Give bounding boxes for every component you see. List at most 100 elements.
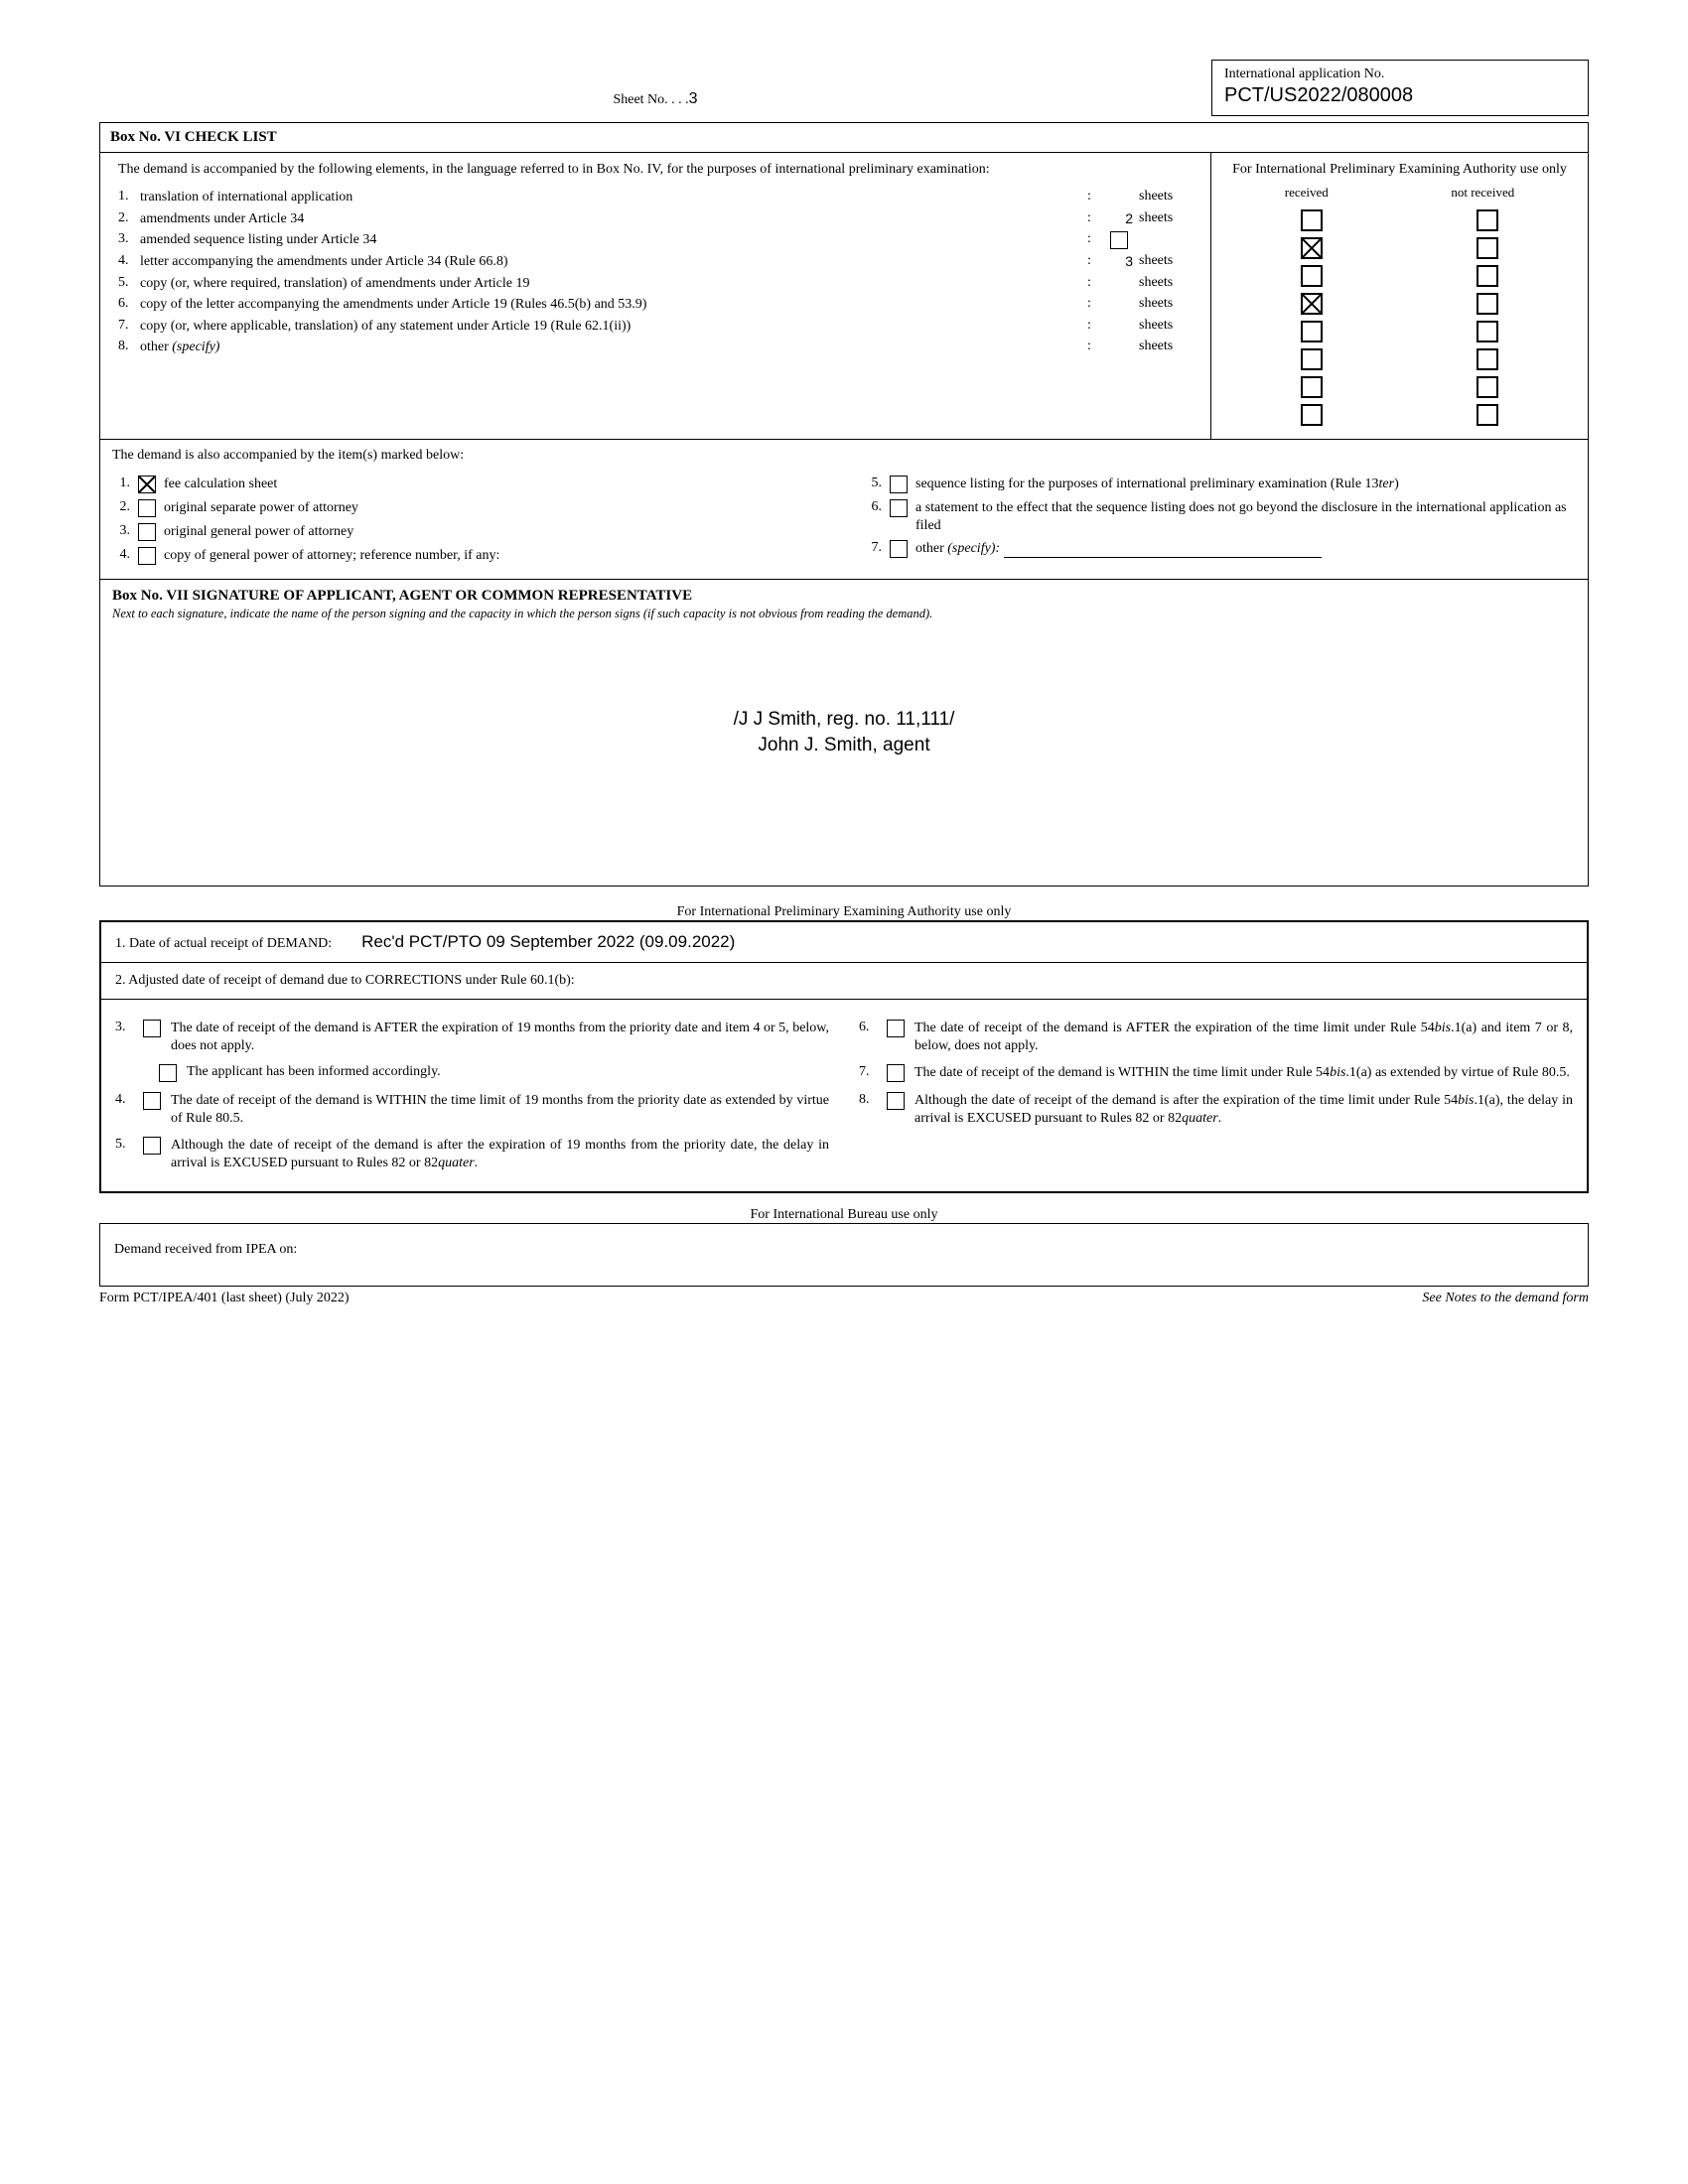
checkbox-icon[interactable]	[1301, 237, 1323, 259]
checklist-row: 6. copy of the letter accompanying the a…	[118, 296, 1198, 314]
col-received: received	[1285, 185, 1329, 201]
top-row: Sheet No. . . .3 International applicati…	[99, 60, 1589, 116]
checkbox-icon[interactable]	[887, 1092, 905, 1110]
main-form-box: Box No. VI CHECK LIST The demand is acco…	[99, 122, 1589, 887]
footer-right: See Notes to the demand form	[1422, 1291, 1589, 1306]
box-vii-header: Box No. VII SIGNATURE OF APPLICANT, AGEN…	[100, 580, 1588, 607]
checkbox-icon[interactable]	[1301, 209, 1323, 231]
item-text: The date of receipt of the demand is AFT…	[914, 1020, 1573, 1054]
checkbox-icon[interactable]	[1301, 265, 1323, 287]
item-text: original general power of attorney	[164, 523, 824, 541]
box-vi-header: Box No. VI CHECK LIST	[100, 123, 1588, 153]
item-text: The date of receipt of the demand is WIT…	[171, 1092, 829, 1127]
checkbox-icon[interactable]	[1301, 293, 1323, 315]
checkbox-icon[interactable]	[887, 1064, 905, 1082]
recv-row	[1223, 206, 1576, 234]
checkbox-icon[interactable]	[138, 547, 156, 565]
also-intro: The demand is also accompanied by the it…	[112, 448, 1576, 464]
ipea-box: 1. Date of actual receipt of DEMAND: Rec…	[99, 920, 1589, 1193]
checkbox-icon[interactable]	[1477, 321, 1498, 342]
sheet-value: 3	[689, 90, 698, 107]
box-vii-title: Box No. VII SIGNATURE OF APPLICANT, AGEN…	[112, 588, 692, 604]
ipea-row-1: 1. Date of actual receipt of DEMAND: Rec…	[101, 922, 1587, 963]
checkbox-icon[interactable]	[143, 1020, 161, 1037]
ipea-row1-label: 1. Date of actual receipt of DEMAND:	[115, 936, 332, 952]
box-vi-body: The demand is accompanied by the followi…	[100, 153, 1588, 440]
ipea-item: 6. The date of receipt of the demand is …	[859, 1020, 1573, 1054]
checkbox-icon[interactable]	[1110, 231, 1128, 249]
checkbox-icon[interactable]	[890, 499, 908, 517]
checkbox-icon[interactable]	[159, 1064, 177, 1082]
checklist-row: 8. other (specify) : sheets	[118, 339, 1198, 356]
also-left-col: 1. fee calculation sheet 2. original sep…	[112, 470, 824, 571]
box-vi-title: Box No. VI CHECK LIST	[110, 129, 277, 145]
row-text: copy of the letter accompanying the amen…	[140, 296, 1079, 314]
checkbox-icon[interactable]	[1301, 348, 1323, 370]
checkbox-icon[interactable]	[138, 499, 156, 517]
item-number: 1.	[112, 476, 130, 491]
item-text: Although the date of receipt of the dema…	[914, 1092, 1573, 1127]
checkbox-icon[interactable]	[887, 1020, 905, 1037]
ipea-subitem: The applicant has been informed accordin…	[159, 1064, 829, 1082]
item-number: 3.	[115, 1020, 133, 1054]
checkbox-icon[interactable]	[1477, 348, 1498, 370]
checkbox-icon[interactable]	[890, 476, 908, 493]
checkbox-icon[interactable]	[143, 1137, 161, 1155]
also-item: 6. a statement to the effect that the se…	[864, 499, 1576, 534]
row-number: 8.	[118, 339, 140, 354]
ipea-item: 8. Although the date of receipt of the d…	[859, 1092, 1573, 1127]
checkbox-icon[interactable]	[890, 540, 908, 558]
checkbox-icon[interactable]	[1477, 404, 1498, 426]
also-item: 1. fee calculation sheet	[112, 476, 824, 493]
item-number: 7.	[864, 540, 882, 556]
page-footer: Form PCT/IPEA/401 (last sheet) (July 202…	[99, 1291, 1589, 1306]
item-number: 8.	[859, 1092, 877, 1127]
row-number: 4.	[118, 253, 140, 269]
item-text: a statement to the effect that the seque…	[915, 499, 1576, 534]
row-text: translation of international application	[140, 189, 1079, 206]
also-item: 5. sequence listing for the purposes of …	[864, 476, 1576, 493]
ipea-label-text: For International Preliminary Examining …	[667, 904, 1022, 919]
checkbox-icon[interactable]	[1301, 321, 1323, 342]
checkbox-icon[interactable]	[1477, 209, 1498, 231]
item-text: other (specify):	[915, 540, 1576, 558]
ib-box: Demand received from IPEA on:	[99, 1223, 1589, 1287]
checkbox-icon[interactable]	[1477, 293, 1498, 315]
checklist-row: 5. copy (or, where required, translation…	[118, 275, 1198, 293]
item-number: 5.	[115, 1137, 133, 1171]
sheets-label: sheets	[1139, 296, 1198, 312]
row-number: 1.	[118, 189, 140, 205]
also-item: 2. original separate power of attorney	[112, 499, 824, 517]
sheets-label: sheets	[1139, 253, 1198, 269]
sheet-number: Sheet No. . . .3	[99, 90, 1211, 116]
recv-row	[1223, 234, 1576, 262]
item-number: 2.	[112, 499, 130, 515]
item-number: 5.	[864, 476, 882, 491]
checkbox-icon[interactable]	[1301, 404, 1323, 426]
item-text: copy of general power of attorney; refer…	[164, 547, 824, 565]
checkbox-icon[interactable]	[1477, 237, 1498, 259]
application-number-value: PCT/US2022/080008	[1224, 84, 1578, 107]
checkbox-icon[interactable]	[138, 523, 156, 541]
ipea-item: 7. The date of receipt of the demand is …	[859, 1064, 1573, 1082]
checkbox-icon[interactable]	[1477, 376, 1498, 398]
recv-row	[1223, 318, 1576, 345]
checklist-row: 7. copy (or, where applicable, translati…	[118, 318, 1198, 336]
item-text: fee calculation sheet	[164, 476, 824, 493]
ipea-section-label: For International Preliminary Examining …	[99, 904, 1589, 920]
checkbox-icon[interactable]	[143, 1092, 161, 1110]
ipea-left-col: 3. The date of receipt of the demand is …	[115, 1010, 829, 1181]
row-text: copy (or, where applicable, translation)…	[140, 318, 1079, 336]
recv-row	[1223, 290, 1576, 318]
checkbox-icon[interactable]	[1301, 376, 1323, 398]
item-number: 6.	[864, 499, 882, 515]
checkbox-icon[interactable]	[138, 476, 156, 493]
ipea-use-only-head: For International Preliminary Examining …	[1223, 161, 1576, 179]
ib-section-label: For International Bureau use only	[99, 1207, 1589, 1223]
ipea-item: 5. Although the date of receipt of the d…	[115, 1137, 829, 1171]
checkbox-icon[interactable]	[1477, 265, 1498, 287]
item-number: 3.	[112, 523, 130, 539]
box-vi-right: For International Preliminary Examining …	[1210, 153, 1588, 439]
item-text: sequence listing for the purposes of int…	[915, 476, 1576, 493]
box-vii-sub: Next to each signature, indicate the nam…	[100, 607, 1588, 627]
